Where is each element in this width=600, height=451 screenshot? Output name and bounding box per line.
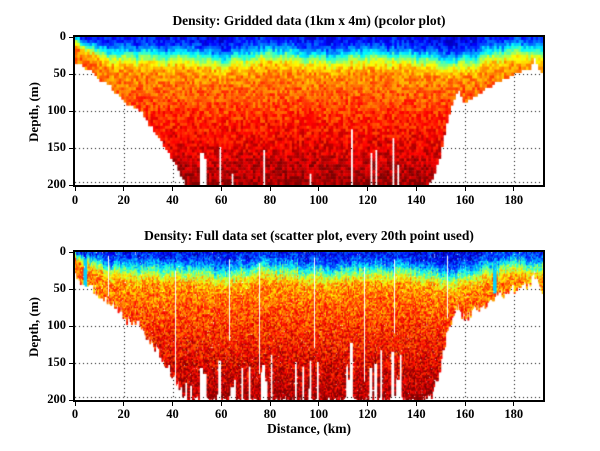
y-tick-label: 100 — [47, 103, 66, 117]
y-tick-mark — [69, 147, 73, 149]
x-tick-label: 120 — [358, 407, 377, 421]
y-tick-label: 50 — [53, 66, 67, 80]
x-tick-label: 20 — [117, 193, 131, 207]
x-tick-label: 40 — [166, 407, 179, 421]
x-tick-mark — [220, 187, 222, 191]
x-tick-mark — [74, 402, 76, 406]
bottom-plot-title: Density: Full data set (scatter plot, ev… — [144, 228, 474, 243]
y-tick-label: 0 — [59, 29, 66, 43]
x-tick-mark — [123, 402, 125, 406]
x-tick-mark — [318, 402, 320, 406]
x-tick-mark — [415, 187, 417, 191]
x-tick-label: 80 — [263, 407, 277, 421]
y-tick-label: 200 — [47, 177, 66, 191]
y-tick-mark — [69, 110, 73, 112]
x-tick-mark — [172, 402, 173, 406]
y-tick-mark — [69, 288, 73, 290]
x-tick-mark — [172, 187, 173, 191]
x-tick-label: 0 — [71, 407, 79, 421]
y-tick-label: 100 — [47, 318, 66, 332]
y-tick-mark — [69, 325, 73, 327]
x-tick-label: 180 — [504, 193, 524, 207]
x-tick-label: 160 — [455, 193, 475, 207]
x-tick-label: 20 — [117, 407, 131, 421]
x-axis-label: Distance, (km) — [267, 421, 351, 436]
y-tick-mark — [69, 184, 73, 186]
x-tick-mark — [318, 187, 320, 191]
y-tick-label: 150 — [47, 355, 66, 369]
x-tick-mark — [367, 402, 368, 406]
x-tick-mark — [513, 187, 515, 191]
x-tick-mark — [367, 187, 368, 191]
x-tick-mark — [74, 187, 76, 191]
y-tick-mark — [69, 251, 73, 253]
x-tick-label: 60 — [215, 407, 228, 421]
x-tick-label: 180 — [504, 407, 524, 421]
x-tick-mark — [415, 402, 417, 406]
x-tick-mark — [464, 402, 466, 406]
x-tick-label: 100 — [309, 193, 329, 207]
x-tick-mark — [269, 187, 271, 191]
x-tick-label: 120 — [358, 193, 377, 207]
top-plot-title: Density: Gridded data (1km x 4m) (pcolor… — [172, 13, 446, 28]
x-tick-label: 80 — [263, 193, 277, 207]
x-tick-label: 160 — [455, 407, 475, 421]
x-tick-label: 60 — [215, 193, 228, 207]
x-tick-label: 140 — [406, 193, 426, 207]
bottom-plot-area — [73, 250, 545, 402]
y-tick-mark — [69, 73, 73, 75]
y-tick-label: 50 — [53, 281, 67, 295]
scatter-plot-canvas — [75, 252, 543, 400]
x-tick-label: 100 — [309, 407, 329, 421]
y-tick-mark — [69, 399, 73, 401]
y-tick-mark — [69, 362, 73, 364]
top-plot-area — [73, 35, 545, 187]
x-tick-mark — [123, 187, 125, 191]
y-tick-label: 150 — [47, 140, 66, 154]
x-tick-label: 140 — [406, 407, 426, 421]
x-tick-label: 40 — [166, 193, 179, 207]
x-tick-mark — [464, 187, 466, 191]
x-tick-mark — [513, 402, 515, 406]
y-tick-label: 200 — [47, 392, 66, 406]
y-tick-label: 0 — [59, 244, 66, 258]
x-tick-label: 0 — [71, 193, 79, 207]
x-tick-mark — [269, 402, 271, 406]
pcolor-plot-canvas — [75, 37, 543, 185]
y-tick-mark — [69, 36, 73, 38]
x-tick-mark — [220, 402, 222, 406]
